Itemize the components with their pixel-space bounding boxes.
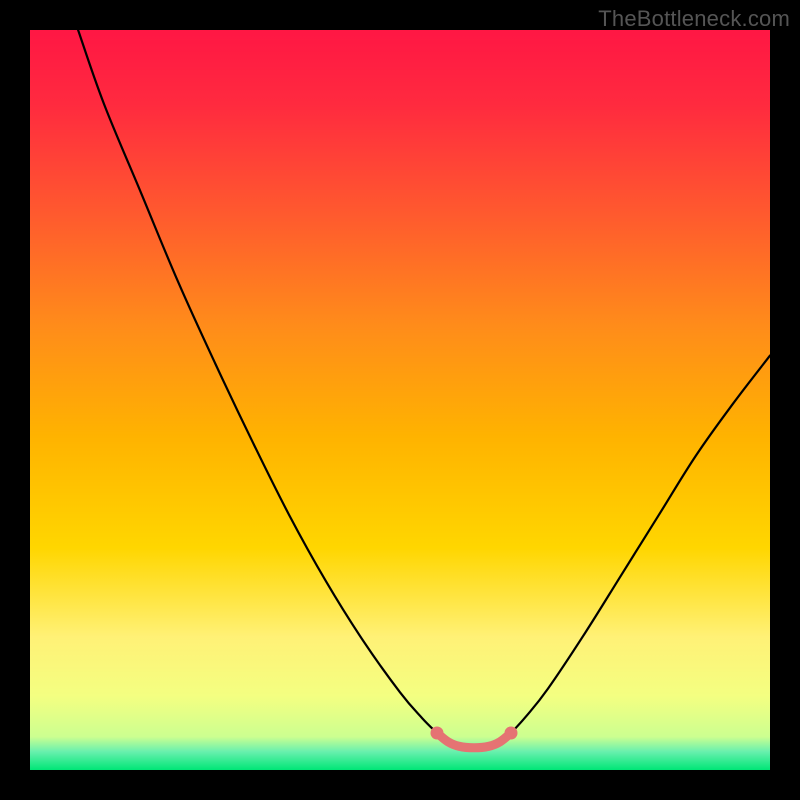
chart-container: TheBottleneck.com: [0, 0, 800, 800]
highlight-marker: [431, 727, 444, 740]
highlight-marker: [505, 727, 518, 740]
plot-background: [30, 30, 770, 770]
bottleneck-chart: [0, 0, 800, 800]
